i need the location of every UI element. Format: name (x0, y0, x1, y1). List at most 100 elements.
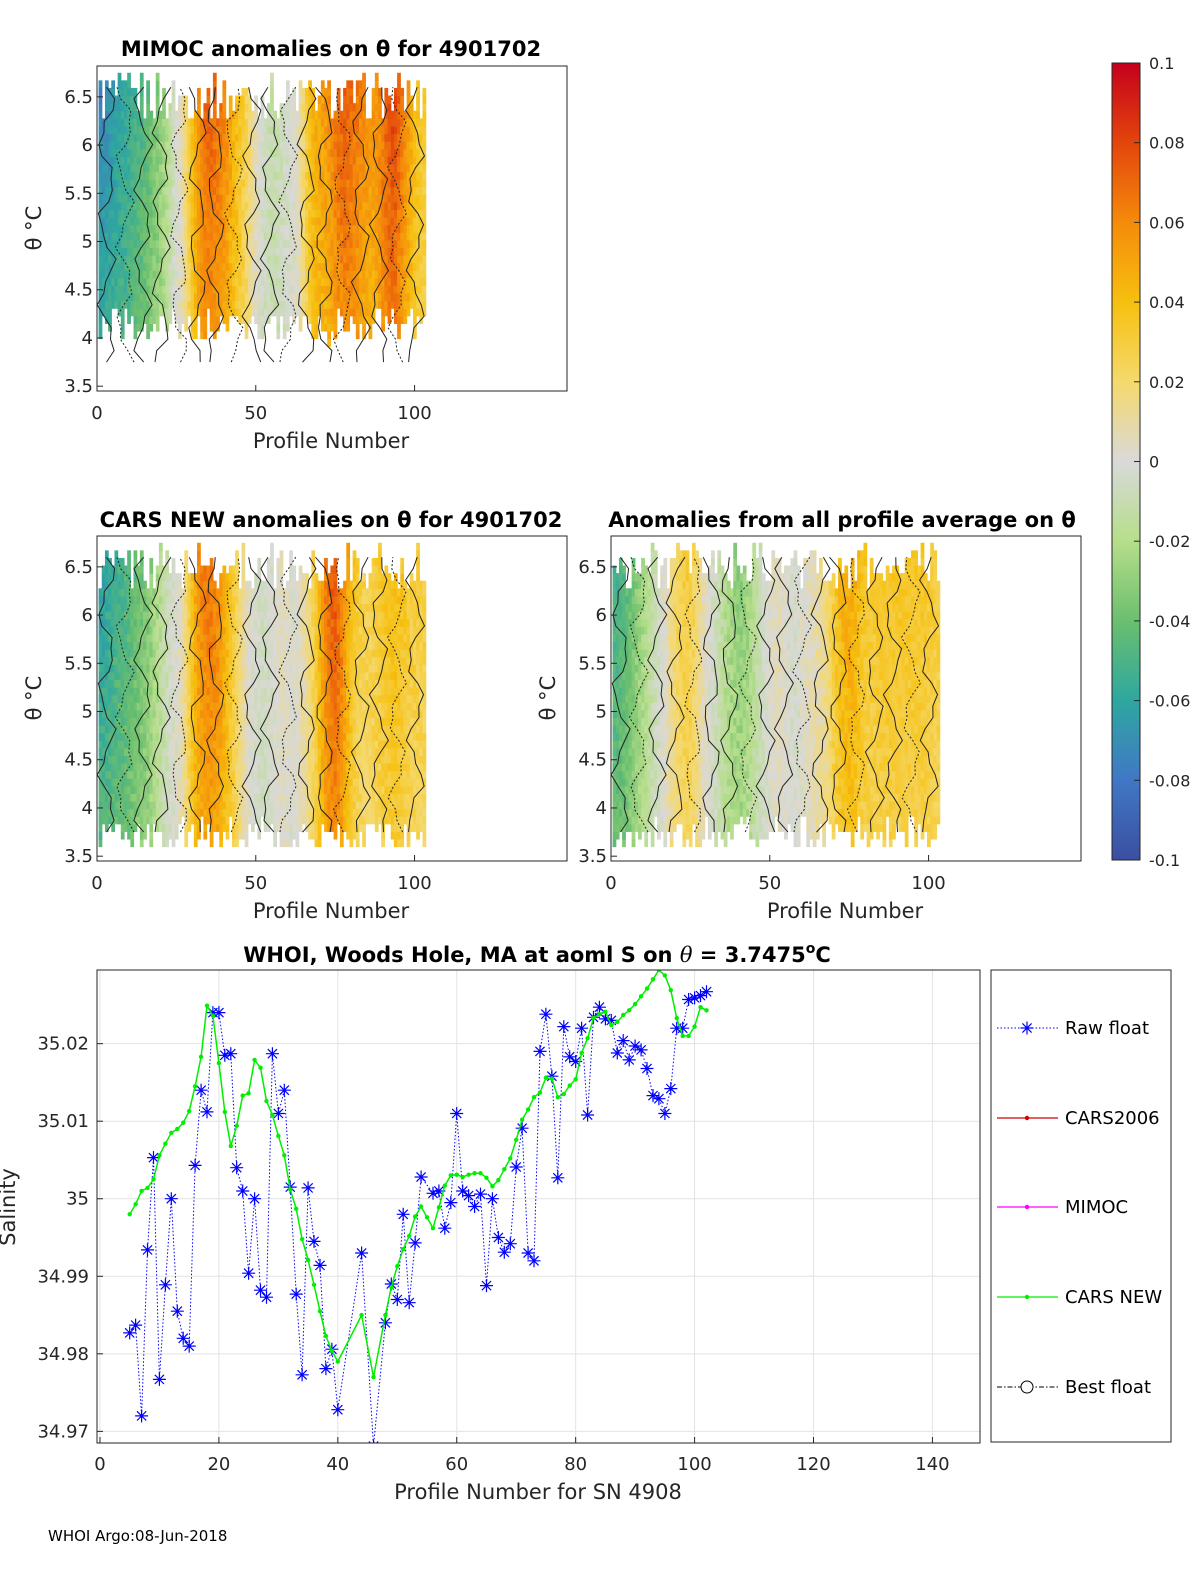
heatmap-cell (254, 110, 258, 119)
heatmap-cell (254, 270, 258, 279)
heatmap-cell (282, 262, 287, 271)
heatmap-cell (330, 300, 335, 309)
heatmap-cell (209, 285, 214, 294)
cars-new-title: CARS NEW anomalies on θ for 4901702 (100, 508, 563, 532)
heatmap-cell (206, 179, 211, 188)
heatmap-cell (270, 80, 274, 89)
heatmap-cell (276, 141, 281, 150)
heatmap-cell (114, 95, 119, 104)
heatmap-cell (212, 300, 217, 309)
heatmap-cell (251, 262, 255, 271)
heatmap-cell (247, 148, 252, 157)
heatmap-cell (270, 72, 274, 81)
heatmap-cell (330, 292, 335, 302)
heatmap-cell (117, 80, 122, 89)
heatmap-cell (149, 262, 154, 271)
heatmap-cell (371, 292, 376, 302)
heatmap-cell (225, 179, 230, 188)
heatmap-cell (193, 232, 198, 241)
heatmap-cell (120, 110, 125, 119)
heatmap-cell (225, 141, 230, 150)
heatmap-cell (222, 255, 227, 264)
heatmap-cell (101, 292, 106, 302)
heatmap-cell (212, 125, 217, 135)
heatmap-cell (247, 224, 252, 233)
heatmap-cell (120, 239, 125, 249)
heatmap-cell (270, 156, 274, 165)
heatmap-cell (149, 565, 154, 574)
heatmap-cell (349, 224, 354, 233)
heatmap-cell (374, 87, 379, 97)
heatmap-cell (301, 95, 306, 104)
heatmap-cell (374, 110, 379, 119)
heatmap-cell (143, 156, 147, 165)
heatmap-cell (219, 186, 224, 195)
heatmap-cell (162, 270, 166, 279)
heatmap-cell (174, 247, 179, 256)
heatmap-cell (222, 262, 227, 271)
heatmap-cell (127, 308, 131, 317)
heatmap-cell (333, 156, 338, 165)
heatmap-cell (209, 838, 214, 848)
heatmap-cell (127, 557, 131, 567)
heatmap-cell (225, 816, 230, 825)
heatmap-cell (327, 179, 332, 188)
heatmap-cell (292, 270, 297, 279)
heatmap-cell (136, 270, 141, 279)
heatmap-cell (266, 201, 271, 211)
heatmap-cell (130, 239, 135, 249)
heatmap-cell (327, 141, 332, 150)
heatmap-cell (320, 118, 325, 127)
heatmap-cell (257, 194, 262, 203)
heatmap-cell (133, 156, 138, 165)
heatmap-cell (184, 292, 189, 302)
heatmap-cell (228, 247, 233, 256)
heatmap-cell (184, 103, 189, 112)
heatmap-cell (184, 323, 189, 332)
heatmap-cell (168, 217, 173, 226)
heatmap-cell (231, 118, 236, 127)
heatmap-cell (324, 201, 328, 211)
heatmap-cell (349, 110, 354, 119)
heatmap-cell (155, 133, 160, 142)
heatmap-cell (266, 194, 271, 203)
heatmap-cell (181, 163, 185, 173)
heatmap-cell (247, 580, 252, 589)
mimoc-xlabel: Profile Number (253, 429, 410, 453)
heatmap-cell (212, 224, 217, 233)
heatmap-cell (174, 232, 179, 241)
heatmap-cell (263, 156, 268, 165)
heatmap-cell (289, 125, 293, 135)
heatmap-cell (235, 156, 239, 165)
heatmap-cell (235, 209, 239, 218)
heatmap-cell (244, 300, 249, 309)
heatmap-cell (298, 80, 303, 89)
heatmap-cell (177, 239, 182, 249)
heatmap-cell (273, 232, 278, 241)
heatmap-cell (416, 95, 420, 104)
heatmap-cell (270, 194, 274, 203)
heatmap-cell (346, 95, 351, 104)
heatmap-cell (320, 163, 325, 173)
heatmap-cell (171, 194, 176, 203)
xtick-label: 100 (397, 403, 431, 424)
heatmap-cell (368, 239, 373, 249)
heatmap-cell (130, 186, 135, 195)
heatmap-cell (241, 565, 246, 574)
heatmap-cell (289, 110, 293, 119)
heatmap-cell (336, 194, 341, 203)
heatmap-cell (352, 224, 357, 233)
heatmap-cell (209, 209, 214, 218)
heatmap-cell (320, 232, 325, 241)
heatmap-cell (358, 125, 363, 135)
heatmap-cell (292, 103, 297, 112)
heatmap-cell (324, 103, 328, 112)
heatmap-cell (197, 262, 201, 271)
heatmap-cell (114, 110, 119, 119)
heatmap-cell (305, 232, 309, 241)
heatmap-cell (120, 255, 125, 264)
heatmap-cell (378, 125, 382, 135)
heatmap-cell (149, 247, 154, 256)
heatmap-cell (123, 125, 128, 135)
heatmap-cell (171, 239, 176, 249)
